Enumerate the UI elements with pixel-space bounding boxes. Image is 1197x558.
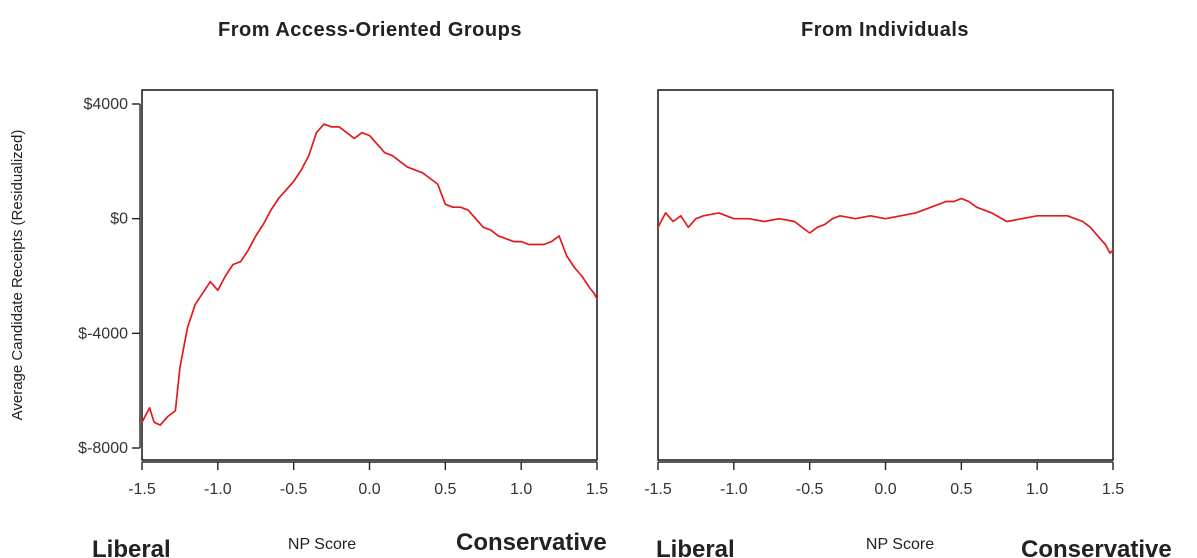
- access-groups-y-tick-label: $4000: [84, 96, 129, 113]
- individuals-x-axis: -1.5 -1.0 -0.5 0.0 0.5 1.0 1.5: [644, 461, 1124, 498]
- access-groups-x-tick-label: -1.5: [128, 481, 156, 498]
- access-groups-x-tick-label: 0.5: [434, 481, 456, 498]
- individuals-x-tick-label: 1.0: [1026, 481, 1048, 498]
- access-groups-x-tick-label: 0.0: [358, 481, 380, 498]
- individuals-series-line: [657, 197, 1114, 254]
- individuals-panel-title: From Individuals: [801, 19, 969, 41]
- individuals-plot-frame: [657, 89, 1114, 461]
- individuals-conservative-label: Conservative: [1021, 536, 1172, 558]
- access-groups-y-tick-label: $-4000: [78, 325, 128, 342]
- y-axis-label: Average Candidate Receipts (Residualized…: [9, 130, 26, 421]
- access-groups-conservative-label: Conservative: [456, 529, 607, 556]
- individuals-x-tick-label: -0.5: [796, 481, 824, 498]
- individuals-series: [657, 197, 1114, 254]
- access-groups-x-axis: -1.5 -1.0 -0.5 0.0 0.5 1.0 1.5: [128, 461, 608, 498]
- individuals-x-tick-label: 0.5: [950, 481, 972, 498]
- individuals-x-axis-label: NP Score: [866, 536, 934, 553]
- access-groups-series-line: [141, 123, 598, 426]
- individuals-x-tick-label: 1.5: [1102, 481, 1124, 498]
- access-groups-y-tick-label: $0: [110, 211, 128, 228]
- access-groups-x-tick-label: -0.5: [280, 481, 308, 498]
- individuals-panel: From Individuals -1.5 -1.0 -0.5 0.0 0.5 1.0 1.…: [644, 19, 1172, 558]
- access-groups-x-tick-label: 1.5: [586, 481, 608, 498]
- individuals-x-tick-label: -1.5: [644, 481, 672, 498]
- access-groups-x-axis-label: NP Score: [288, 536, 356, 553]
- individuals-x-tick-label: 0.0: [874, 481, 896, 498]
- access-groups-liberal-label: Liberal: [92, 536, 171, 558]
- access-groups-panel-title: From Access-Oriented Groups: [218, 19, 522, 41]
- access-groups-y-tick-label: $-8000: [78, 440, 128, 457]
- access-groups-y-axis: $4000 $0 $-4000 $-8000: [78, 96, 141, 457]
- access-groups-panel: From Access-Oriented Groups $4000 $0 $-400…: [78, 19, 608, 558]
- access-groups-series: [141, 123, 598, 426]
- access-groups-x-tick-label: 1.0: [510, 481, 532, 498]
- individuals-x-tick-label: -1.0: [720, 481, 748, 498]
- access-groups-x-tick-label: -1.0: [204, 481, 232, 498]
- access-groups-plot-frame: [141, 89, 598, 461]
- individuals-liberal-label: Liberal: [656, 536, 735, 558]
